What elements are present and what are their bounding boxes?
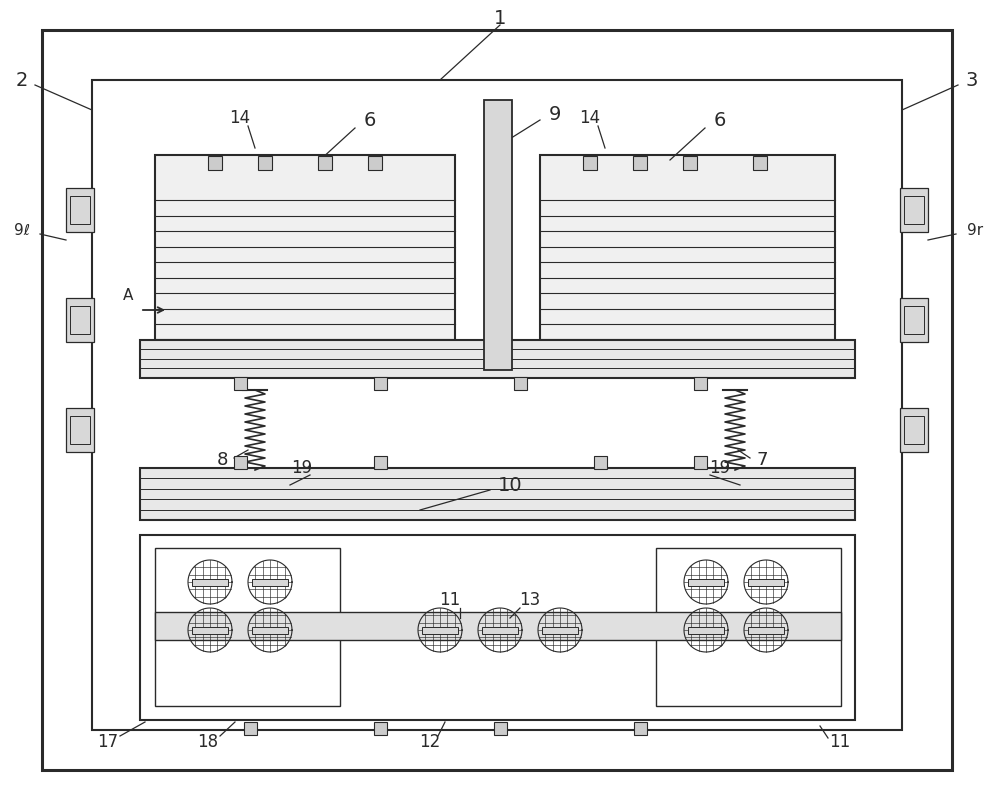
Bar — [70, 196, 90, 224]
Bar — [192, 626, 228, 634]
Text: 14: 14 — [579, 109, 601, 127]
Bar — [542, 626, 578, 634]
Text: 8: 8 — [216, 451, 228, 469]
Bar — [234, 378, 246, 390]
Bar — [683, 156, 697, 170]
Bar — [368, 156, 382, 170]
Bar — [140, 535, 855, 720]
Bar — [748, 579, 784, 585]
Bar — [234, 456, 246, 469]
Bar — [66, 408, 94, 452]
Bar — [70, 306, 90, 334]
Bar — [633, 156, 647, 170]
Bar — [374, 456, 386, 469]
Text: 3: 3 — [966, 71, 978, 89]
Bar — [70, 416, 90, 444]
Bar — [634, 721, 646, 734]
Text: 10: 10 — [498, 476, 522, 494]
Text: 18: 18 — [197, 733, 219, 751]
Bar — [422, 626, 458, 634]
Text: 14: 14 — [229, 109, 251, 127]
Bar — [66, 188, 94, 232]
Bar — [514, 378, 526, 390]
Bar — [904, 306, 924, 334]
Text: 17: 17 — [97, 733, 119, 751]
Text: 9ℓ: 9ℓ — [14, 222, 30, 237]
Text: 11: 11 — [439, 591, 461, 609]
Bar — [900, 408, 928, 452]
Text: 6: 6 — [364, 110, 376, 130]
Bar — [155, 612, 841, 640]
Bar — [900, 298, 928, 342]
Text: 7: 7 — [756, 451, 768, 469]
Bar — [155, 155, 455, 340]
Text: 6: 6 — [714, 110, 726, 130]
Bar — [694, 378, 706, 390]
Bar — [374, 721, 386, 734]
Bar — [140, 340, 855, 378]
Bar — [66, 298, 94, 342]
Bar — [583, 156, 597, 170]
Bar — [494, 721, 507, 734]
Bar — [694, 456, 706, 469]
Bar — [252, 626, 288, 634]
Bar — [92, 80, 902, 730]
Bar — [748, 626, 784, 634]
Bar — [140, 468, 855, 520]
Bar — [656, 548, 841, 706]
Bar — [252, 579, 288, 585]
Bar — [318, 156, 332, 170]
Text: 11: 11 — [829, 733, 851, 751]
Text: 19: 19 — [291, 459, 313, 477]
Bar — [482, 626, 518, 634]
Bar — [258, 156, 272, 170]
Text: 1: 1 — [494, 9, 506, 27]
Text: 19: 19 — [709, 459, 731, 477]
Bar — [244, 721, 256, 734]
Bar — [904, 196, 924, 224]
Bar — [192, 579, 228, 585]
Bar — [900, 188, 928, 232]
Bar — [688, 626, 724, 634]
Bar — [374, 378, 386, 390]
Text: 2: 2 — [16, 71, 28, 89]
Bar — [904, 416, 924, 444]
Text: 12: 12 — [419, 733, 441, 751]
Bar — [155, 548, 340, 706]
Bar — [688, 579, 724, 585]
Text: 9r: 9r — [967, 222, 983, 237]
Text: 13: 13 — [519, 591, 541, 609]
Text: A: A — [123, 287, 133, 303]
Bar — [540, 155, 835, 340]
Bar — [208, 156, 222, 170]
Text: 9: 9 — [549, 105, 561, 125]
Bar — [594, 456, 606, 469]
Bar — [484, 100, 512, 370]
Bar — [753, 156, 767, 170]
